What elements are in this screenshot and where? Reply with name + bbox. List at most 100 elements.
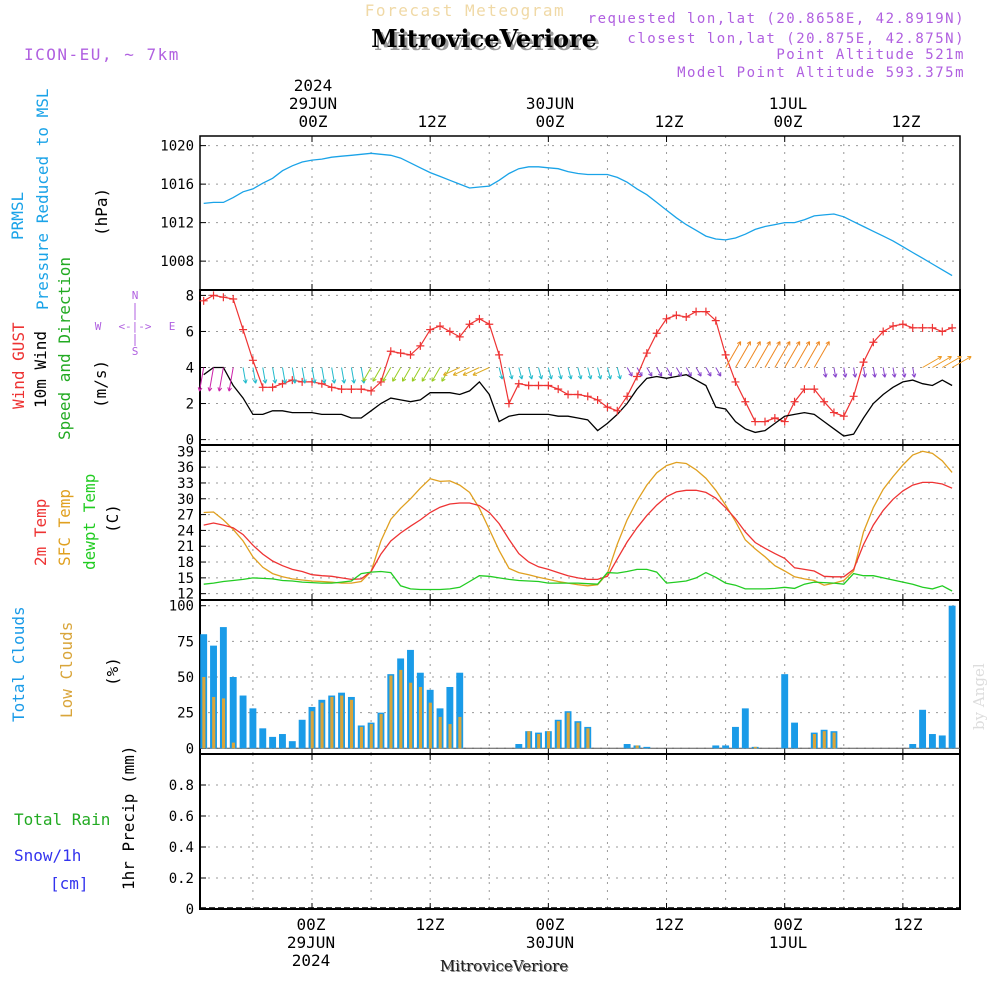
wind-direction-arrow xyxy=(528,367,534,380)
low-cloud-bar xyxy=(537,734,541,749)
wind-direction-arrow xyxy=(597,367,603,380)
bottom-time-0: 00Z xyxy=(297,915,326,934)
total-rain-label: Total Rain xyxy=(14,810,110,829)
snow-label: Snow/1h xyxy=(14,846,81,865)
wind-gust-marker xyxy=(524,381,533,390)
top-time-axis: 2024 29JUN 00Z 12Z 30JUN 00Z 12Z 1JUL 00… xyxy=(289,76,921,131)
temperature-ytick-label: 30 xyxy=(177,492,194,508)
wind-direction-arrow xyxy=(272,367,278,384)
bottom-time-5: 12Z xyxy=(894,915,923,934)
prmsl-desc-label: Pressure Reduced to MSL xyxy=(33,88,52,310)
total-cloud-bar xyxy=(446,686,454,749)
wind-gust-marker xyxy=(436,322,445,331)
wind-direction-arrow xyxy=(443,367,460,376)
top-year: 2024 xyxy=(294,76,333,95)
wind-direction-arrow xyxy=(227,367,234,392)
wind-gust-marker xyxy=(485,320,494,329)
low-cloud-bar xyxy=(340,695,344,749)
low-cloud-bar xyxy=(418,686,423,749)
wind-direction-arrow xyxy=(901,367,907,378)
temperature-ytick-label: 36 xyxy=(177,460,194,476)
bottom-time-4: 00Z xyxy=(774,915,803,934)
panels-layer: 1008101210161020024681215182124273033363… xyxy=(160,135,972,918)
wind-direction-arrow xyxy=(472,367,490,376)
wind-direction-arrow xyxy=(862,367,867,378)
watermark: by Angel xyxy=(970,663,988,730)
total-cloud-bar xyxy=(623,744,631,749)
wind-gust-marker xyxy=(820,397,829,406)
wind-direction-arrow xyxy=(281,367,287,384)
total-cloud-bar xyxy=(781,674,789,749)
wind-direction-arrow xyxy=(207,367,215,392)
temperature-ytick-label: 24 xyxy=(177,523,194,539)
wind-direction-arrow xyxy=(498,367,504,380)
total-cloud-bar xyxy=(456,672,464,749)
wind-gust-marker xyxy=(209,291,218,300)
wind-gust-marker xyxy=(337,385,346,394)
low-cloud-bar xyxy=(212,696,216,749)
wind-direction-arrow xyxy=(784,341,801,368)
wind-direction-arrow xyxy=(341,367,347,384)
wind-direction-arrow xyxy=(252,367,258,384)
wind-gust-marker xyxy=(455,332,464,341)
total-clouds-label: Total Clouds xyxy=(9,606,28,722)
wind-gust-marker xyxy=(662,314,671,323)
wind-direction-arrow xyxy=(922,356,943,368)
pressure-panel: 1008 1012 1016 1020 xyxy=(160,135,961,291)
bottom-date-2: 30JUN xyxy=(526,933,574,952)
wind-ytick-label: 2 xyxy=(186,397,194,413)
wind-direction-arrow xyxy=(675,367,682,377)
temperature-ytick-label: 39 xyxy=(177,444,194,460)
wind-direction-arrow xyxy=(813,341,830,368)
requested-coords: requested lon,lat (20.8658E, 42.8919N) xyxy=(588,11,965,27)
cloud-labels: Total Clouds Low Clouds (%) xyxy=(9,606,122,722)
low-cloud-bar xyxy=(369,724,373,749)
wind-gust-marker xyxy=(445,327,454,336)
wind-direction-arrow xyxy=(685,367,692,377)
wind-gust-marker xyxy=(534,381,543,390)
wind-direction-arrow xyxy=(301,367,307,384)
wind-gust-marker xyxy=(327,383,336,392)
wind-gust-marker xyxy=(879,327,888,336)
wind-gust-marker xyxy=(426,325,435,334)
wind-direction-arrow xyxy=(891,367,897,378)
wind-direction-arrow xyxy=(911,367,917,378)
compass-n: N xyxy=(132,289,139,302)
total-cloud-bar xyxy=(239,695,247,749)
wind-gust-marker xyxy=(554,385,563,394)
pressure-line xyxy=(203,152,953,277)
pressure-labels: PRMSL Pressure Reduced to MSL (hPa) xyxy=(8,88,111,310)
wind-gust-marker xyxy=(711,316,720,325)
total-cloud-bar xyxy=(298,719,306,749)
wind-gust-marker xyxy=(613,406,622,415)
wind-ytick-label: 0 xyxy=(186,433,194,449)
bottom-date-0: 29JUN xyxy=(287,933,335,952)
compass-s: S xyxy=(132,345,139,358)
top-date-0: 29JUN xyxy=(289,94,337,113)
wind-direction-arrow xyxy=(646,367,653,377)
model-altitude: Model Point Altitude 593.375m xyxy=(677,65,965,81)
wind-direction-arrow xyxy=(715,367,722,377)
wind-gust-marker xyxy=(692,307,701,316)
wind-gust-marker xyxy=(632,372,641,381)
precip-ytick-label: 0.2 xyxy=(169,871,194,887)
bottom-date-4: 1JUL xyxy=(769,933,808,952)
low-cloud-bar xyxy=(438,716,442,749)
wind-direction-arrow xyxy=(331,367,337,384)
wind-gust-marker xyxy=(219,293,228,302)
wind-direction-arrow xyxy=(656,367,663,377)
top-time-3: 12Z xyxy=(655,112,684,131)
total-cloud-bar xyxy=(643,746,651,749)
wind-direction-arrow xyxy=(242,367,248,384)
wind-panel: 0 2 4 6 8 xyxy=(186,288,972,449)
temperature-ytick-label: 15 xyxy=(177,571,194,587)
wind-unit: (m/s) xyxy=(91,360,110,408)
wind-gust-marker xyxy=(504,399,513,408)
bottom-time-1: 12Z xyxy=(416,915,445,934)
wind-gust-label: Wind GUST xyxy=(9,322,28,409)
wind-direction-arrow xyxy=(842,367,848,378)
prmsl-label: PRMSL xyxy=(8,192,27,240)
temperature-ytick-label: 21 xyxy=(177,539,194,555)
wind-gust-marker xyxy=(416,341,425,350)
wind-gust-marker xyxy=(544,381,553,390)
